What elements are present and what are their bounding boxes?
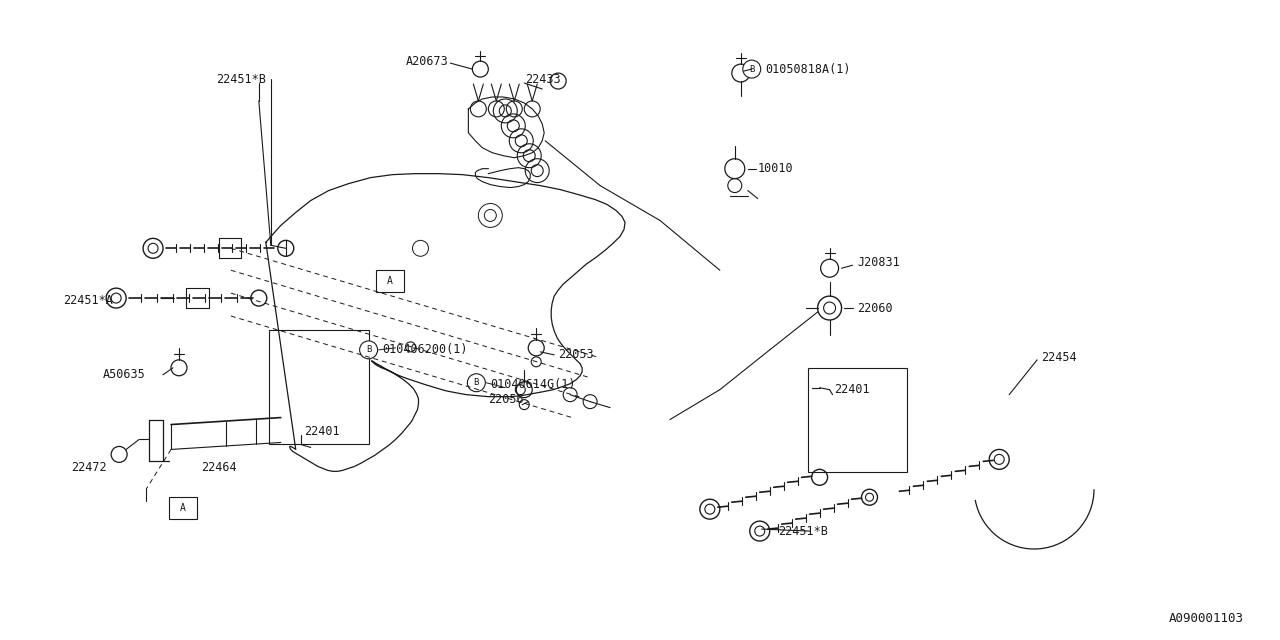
- Text: 22053: 22053: [558, 348, 594, 362]
- Text: 22451*B: 22451*B: [778, 525, 828, 538]
- Text: A20673: A20673: [406, 54, 448, 68]
- Text: 01050818A(1): 01050818A(1): [765, 63, 851, 76]
- Text: 01040614G(1): 01040614G(1): [490, 378, 576, 391]
- Text: 22454: 22454: [1041, 351, 1076, 364]
- Text: A50635: A50635: [104, 368, 146, 381]
- Text: 10010: 10010: [758, 162, 794, 175]
- Ellipse shape: [742, 60, 760, 78]
- Text: 22401: 22401: [303, 425, 339, 438]
- Text: 22401: 22401: [835, 383, 870, 396]
- Text: A: A: [180, 503, 186, 513]
- Text: A090001103: A090001103: [1169, 612, 1244, 625]
- Text: 22056: 22056: [489, 393, 524, 406]
- Text: A: A: [387, 276, 393, 286]
- Ellipse shape: [360, 341, 378, 359]
- Text: 22451*B: 22451*B: [216, 72, 266, 86]
- Text: 22433: 22433: [525, 72, 561, 86]
- Bar: [375, 270, 403, 292]
- Text: 010406200(1): 010406200(1): [383, 344, 468, 356]
- Text: 22472: 22472: [72, 461, 106, 474]
- Text: B: B: [749, 65, 754, 74]
- Text: 22451*A: 22451*A: [63, 294, 113, 307]
- Bar: [269, 330, 369, 444]
- Text: B: B: [474, 378, 479, 387]
- Text: J20831: J20831: [858, 256, 900, 269]
- Text: 22464: 22464: [201, 461, 237, 474]
- Bar: [169, 497, 197, 519]
- Ellipse shape: [467, 374, 485, 392]
- Bar: [808, 368, 908, 472]
- Text: 22060: 22060: [858, 301, 893, 314]
- Text: B: B: [366, 346, 371, 355]
